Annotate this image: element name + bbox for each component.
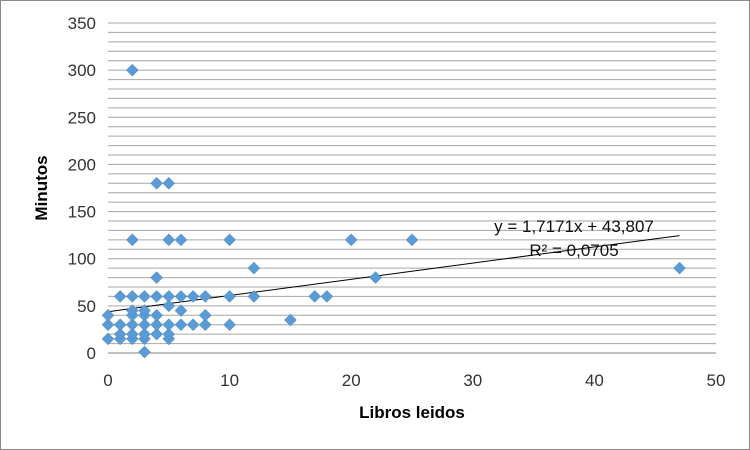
data-point — [162, 233, 176, 247]
data-point — [673, 261, 686, 275]
data-point — [198, 290, 212, 303]
data-point — [344, 233, 358, 247]
data-point — [223, 290, 236, 303]
x-axis-title: Libros leidos — [359, 403, 465, 422]
data-point — [174, 290, 188, 303]
data-point — [101, 332, 115, 346]
data-point — [138, 304, 151, 317]
data-point — [198, 318, 212, 332]
data-point — [320, 290, 334, 303]
data-point — [150, 327, 163, 341]
data-point — [223, 233, 236, 247]
data-point — [186, 290, 200, 303]
gridlines — [108, 22, 716, 345]
trendline-r-squared: R² = 0,0705 — [529, 241, 618, 260]
data-point — [405, 233, 419, 247]
data-point — [162, 176, 176, 190]
data-point — [162, 290, 176, 303]
y-tick-label: 250 — [68, 108, 96, 127]
data-point — [125, 63, 139, 77]
data-point — [162, 318, 176, 332]
data-point — [150, 176, 163, 190]
trendline-equation: y = 1,7171x + 43,807 — [494, 217, 654, 236]
data-points — [101, 63, 686, 359]
x-tick-label: 50 — [707, 371, 726, 390]
data-point — [125, 233, 139, 247]
data-point — [369, 271, 382, 284]
x-tick-label: 10 — [220, 371, 239, 390]
data-point — [138, 345, 151, 359]
data-point — [223, 318, 236, 332]
x-tick-labels: 0 10 20 30 40 50 — [103, 371, 725, 390]
data-point — [125, 290, 139, 303]
data-point — [198, 308, 212, 322]
data-point — [138, 327, 151, 341]
x-tick-label: 30 — [463, 371, 482, 390]
data-point — [101, 308, 115, 322]
data-point — [162, 299, 176, 313]
data-point — [125, 327, 139, 341]
y-tick-label: 350 — [68, 14, 96, 33]
data-point — [174, 318, 188, 332]
x-tick-label: 40 — [585, 371, 604, 390]
data-point — [150, 290, 163, 303]
y-tick-label: 200 — [68, 155, 96, 174]
data-point — [174, 304, 188, 317]
y-tick-label: 100 — [68, 250, 96, 269]
data-point — [138, 318, 151, 332]
data-point — [113, 290, 127, 303]
data-point — [101, 318, 115, 332]
y-tick-labels: 0 50 100 150 200 250 300 350 — [68, 14, 96, 363]
y-axis-title: Minutos — [32, 155, 51, 220]
data-point — [150, 318, 163, 332]
y-tick-label: 150 — [68, 203, 96, 222]
y-tick-label: 0 — [87, 344, 96, 363]
y-tick-label: 300 — [68, 61, 96, 80]
data-point — [284, 313, 297, 327]
data-point — [308, 290, 322, 303]
y-tick-label: 50 — [77, 297, 96, 316]
data-point — [247, 261, 261, 275]
data-point — [174, 233, 188, 247]
data-point — [113, 318, 127, 332]
data-point — [125, 304, 139, 317]
data-point — [125, 318, 139, 332]
data-point — [113, 327, 127, 341]
x-tick-label: 20 — [342, 371, 361, 390]
data-point — [247, 290, 261, 303]
data-point — [162, 327, 176, 341]
data-point — [150, 271, 163, 284]
data-point — [150, 308, 163, 322]
x-tick-label: 0 — [103, 371, 112, 390]
data-point — [138, 290, 151, 303]
data-point — [186, 318, 200, 332]
